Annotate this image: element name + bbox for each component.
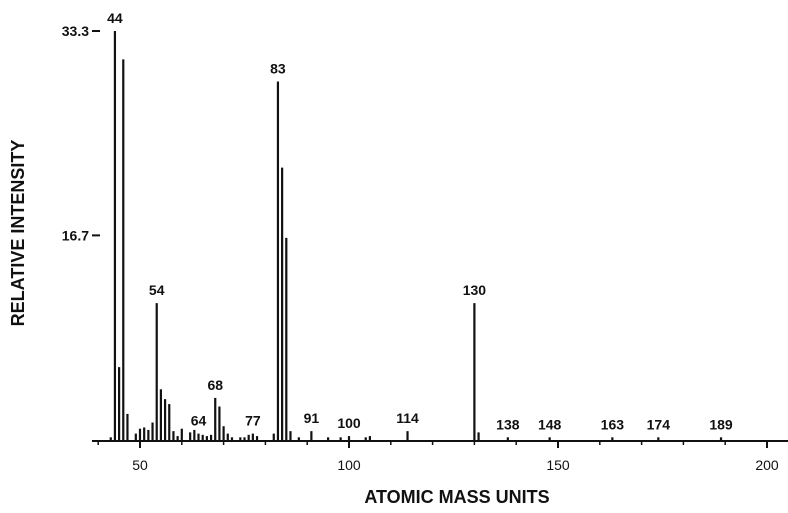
peak-label: 138 (496, 416, 520, 432)
peak-label: 114 (396, 410, 419, 426)
peak-label: 91 (304, 410, 320, 426)
peak-label: 163 (601, 416, 625, 432)
x-tick-label: 50 (132, 457, 148, 473)
peak-label: 77 (245, 413, 261, 429)
peak-label: 83 (270, 60, 286, 76)
peak-label: 64 (191, 413, 207, 429)
y-axis-title: RELATIVE INTENSITY (8, 140, 28, 327)
x-axis-ticks: 50 100 150 200 (97, 441, 779, 473)
x-axis-title: ATOMIC MASS UNITS (364, 487, 549, 507)
x-tick-label: 200 (755, 457, 779, 473)
peak-label: 174 (647, 416, 671, 432)
peak-label: 130 (463, 282, 487, 298)
peak-label: 44 (107, 10, 123, 26)
peak-label: 68 (207, 377, 223, 393)
peak-labels: 44 54 64 68 77 83 91 100 114 130 138 148 163 174 189 (107, 10, 733, 432)
peak-label: 100 (337, 415, 361, 431)
y-tick-label: 16.7 (62, 227, 89, 243)
y-tick-label: 33.3 (62, 23, 89, 39)
peak-label: 148 (538, 416, 562, 432)
peak-bars (109, 31, 723, 441)
peak-label: 189 (709, 416, 733, 432)
x-tick-label: 100 (337, 457, 361, 473)
peak-label: 54 (149, 282, 165, 298)
y-axis-ticks: 16.7 33.3 (62, 23, 100, 243)
x-tick-label: 150 (546, 457, 570, 473)
